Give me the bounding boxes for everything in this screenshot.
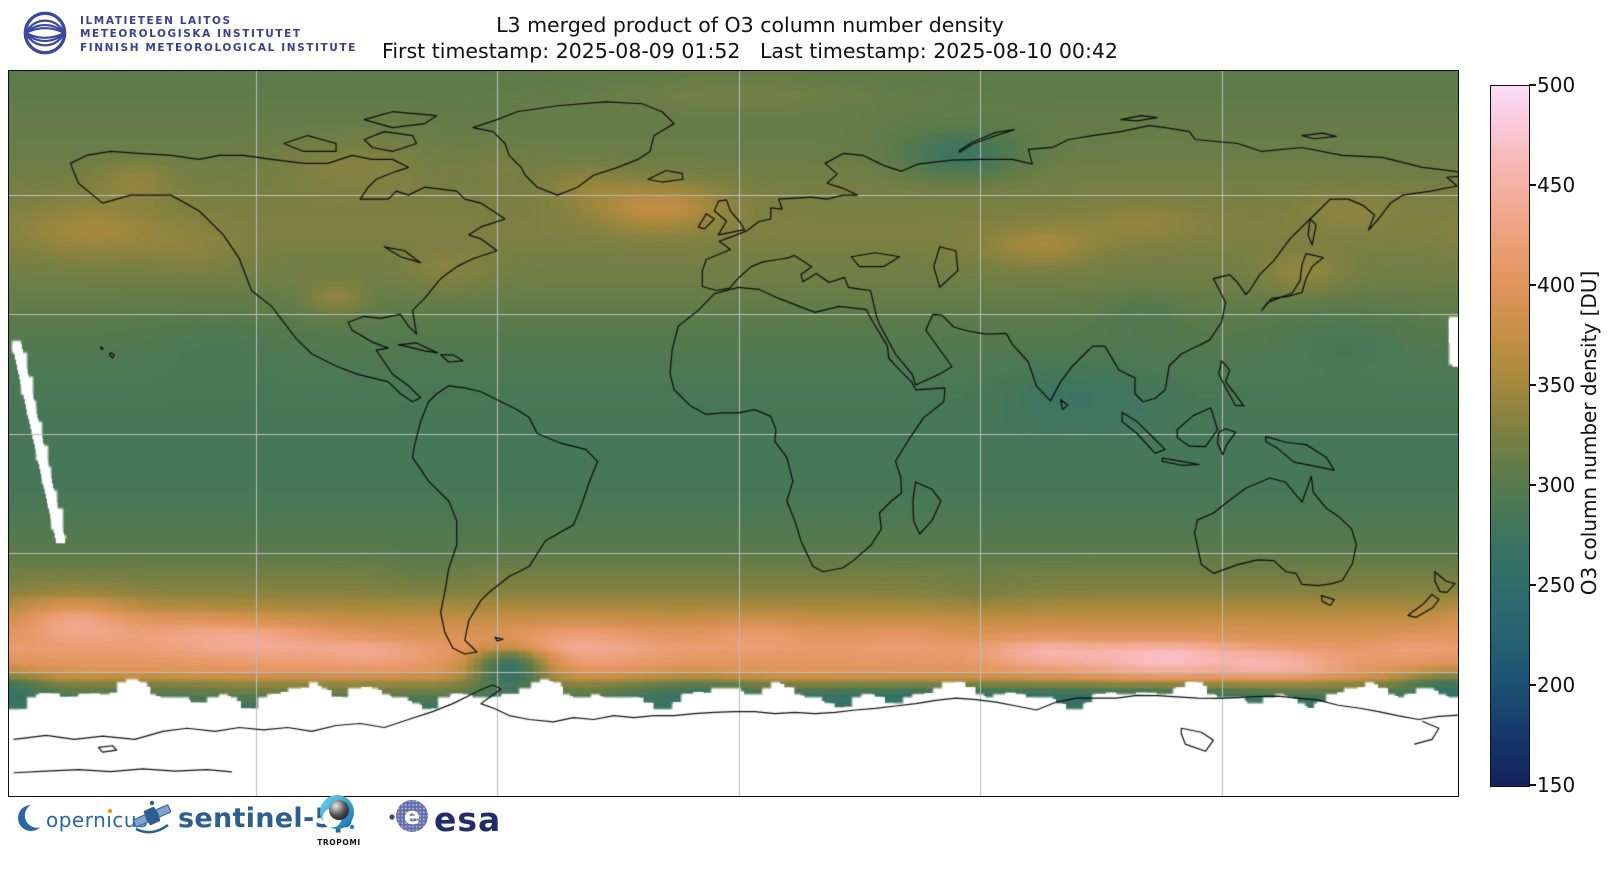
world-map-panel [8, 70, 1459, 797]
colorbar-tick-mark [1529, 784, 1536, 786]
colorbar [1490, 85, 1530, 787]
institute-line-sv: METEOROLOGISKA INSTITUTET [80, 28, 302, 41]
colorbar-axis-label: O3 column number density [DU] [1577, 270, 1601, 596]
copernicus-logo: opernıcus [16, 800, 148, 840]
copernicus-crescent-icon [16, 800, 50, 840]
page-subtitle: First timestamp: 2025-08-09 01:52 Last t… [382, 39, 1118, 63]
svg-text:e: e [404, 802, 420, 830]
footer-logos: opernıcus sentinel-5p [0, 792, 1609, 870]
fmi-logo-icon [22, 10, 68, 60]
fmi-logo-block: ILMATIETEEN LAITOS METEOROLOGISKA INSTIT… [22, 10, 357, 60]
colorbar-tick-label: 250 [1537, 573, 1576, 597]
colorbar-tick-label: 400 [1537, 273, 1576, 297]
colorbar-tick-mark [1529, 684, 1536, 686]
tropomi-wordmark: TROPOMI [317, 838, 361, 847]
colorbar-tick-label: 150 [1537, 773, 1576, 797]
colorbar-tick-mark [1529, 584, 1536, 586]
institute-line-fi: ILMATIETEEN LAITOS [80, 14, 232, 27]
tropomi-icon [317, 795, 361, 840]
esa-disc-icon: e [386, 796, 432, 842]
tropomi-logo: TROPOMI [316, 792, 362, 847]
satellite-icon [130, 795, 174, 841]
colorbar-tick-mark [1529, 484, 1536, 486]
o3-heatmap-canvas [9, 71, 1458, 796]
esa-logo: e esa [386, 796, 501, 842]
institute-name: ILMATIETEEN LAITOS METEOROLOGISKA INSTIT… [80, 15, 357, 56]
colorbar-tick-label: 350 [1537, 373, 1576, 397]
colorbar-tick-mark [1529, 84, 1536, 86]
colorbar-tick-label: 500 [1537, 73, 1576, 97]
colorbar-gradient-canvas [1491, 86, 1529, 786]
colorbar-tick-mark [1529, 184, 1536, 186]
colorbar-tick-label: 450 [1537, 173, 1576, 197]
colorbar-tick-label: 300 [1537, 473, 1576, 497]
page-title: L3 merged product of O3 column number de… [496, 13, 1004, 37]
chart-title-block: L3 merged product of O3 column number de… [355, 12, 1145, 65]
colorbar-tick-mark [1529, 384, 1536, 386]
colorbar-tick-mark [1529, 284, 1536, 286]
esa-wordmark: esa [434, 799, 502, 839]
colorbar-tick-label: 200 [1537, 673, 1576, 697]
institute-line-en: FINNISH METEOROLOGICAL INSTITUTE [80, 41, 357, 54]
